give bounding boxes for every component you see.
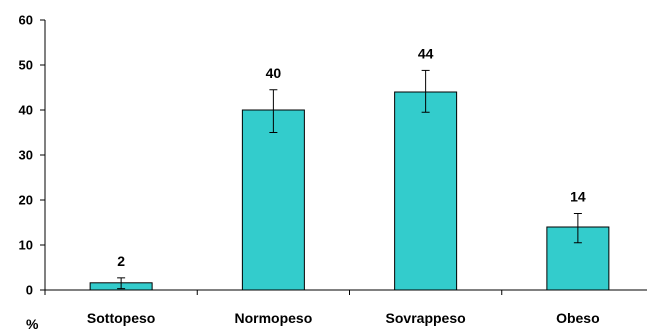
y-tick-label: 0 [26,283,33,298]
category-labels-group: Sottopeso Normopeso Sovrappeso Obeso [87,310,600,326]
data-label: 40 [266,65,282,81]
error-bars-group [117,69,582,290]
x-axis-ticks [44,290,503,295]
data-label: 14 [570,189,586,205]
y-tick-label: 10 [19,238,33,253]
bars-group [89,91,610,291]
data-label: 2 [117,253,125,269]
data-label: 44 [418,45,434,61]
bar-normopeso [241,109,305,291]
category-label: Obeso [556,310,600,326]
y-tick-label: 60 [19,13,33,28]
y-axis-label: % [26,316,39,329]
y-tick-label: 40 [19,103,33,118]
y-tick-label: 20 [19,193,33,208]
data-labels-group: 2 40 44 14 [117,45,586,268]
y-tick-label: 30 [19,148,33,163]
y-axis-ticks: 0 10 20 30 40 50 60 [19,13,45,298]
category-label: Sovrappeso [386,310,466,326]
bar-sovrappeso [394,91,458,291]
category-label: Sottopeso [87,310,155,326]
y-tick-label: 50 [19,58,33,73]
category-label: Normopeso [234,310,312,326]
